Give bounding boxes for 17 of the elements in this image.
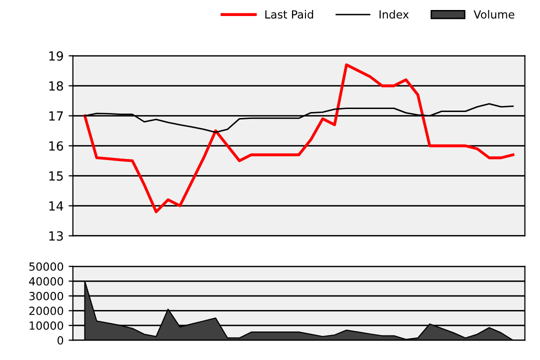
y-tick-label: 19	[49, 51, 63, 61]
y-tick-label: 15	[49, 171, 63, 181]
y-tick-label: 50000	[29, 262, 64, 271]
legend-label: Last Paid	[265, 10, 314, 19]
y-tick-label: 10000	[30, 321, 64, 330]
y-tick-label: 13	[49, 231, 63, 241]
y-tick-label: 17	[49, 111, 63, 121]
y-tick-label: 0	[58, 336, 64, 345]
y-tick-label: 30000	[29, 292, 64, 300]
y-tick-label: 40000	[29, 277, 64, 286]
y-tick-label: 14	[49, 201, 64, 211]
y-tick-label: 16	[49, 141, 64, 151]
legend-label: Volume	[474, 10, 514, 19]
y-tick-label: 18	[49, 81, 64, 91]
legend-label: Index	[380, 10, 409, 19]
y-tick-label: 20000	[29, 306, 64, 316]
line-series	[83, 63, 514, 214]
